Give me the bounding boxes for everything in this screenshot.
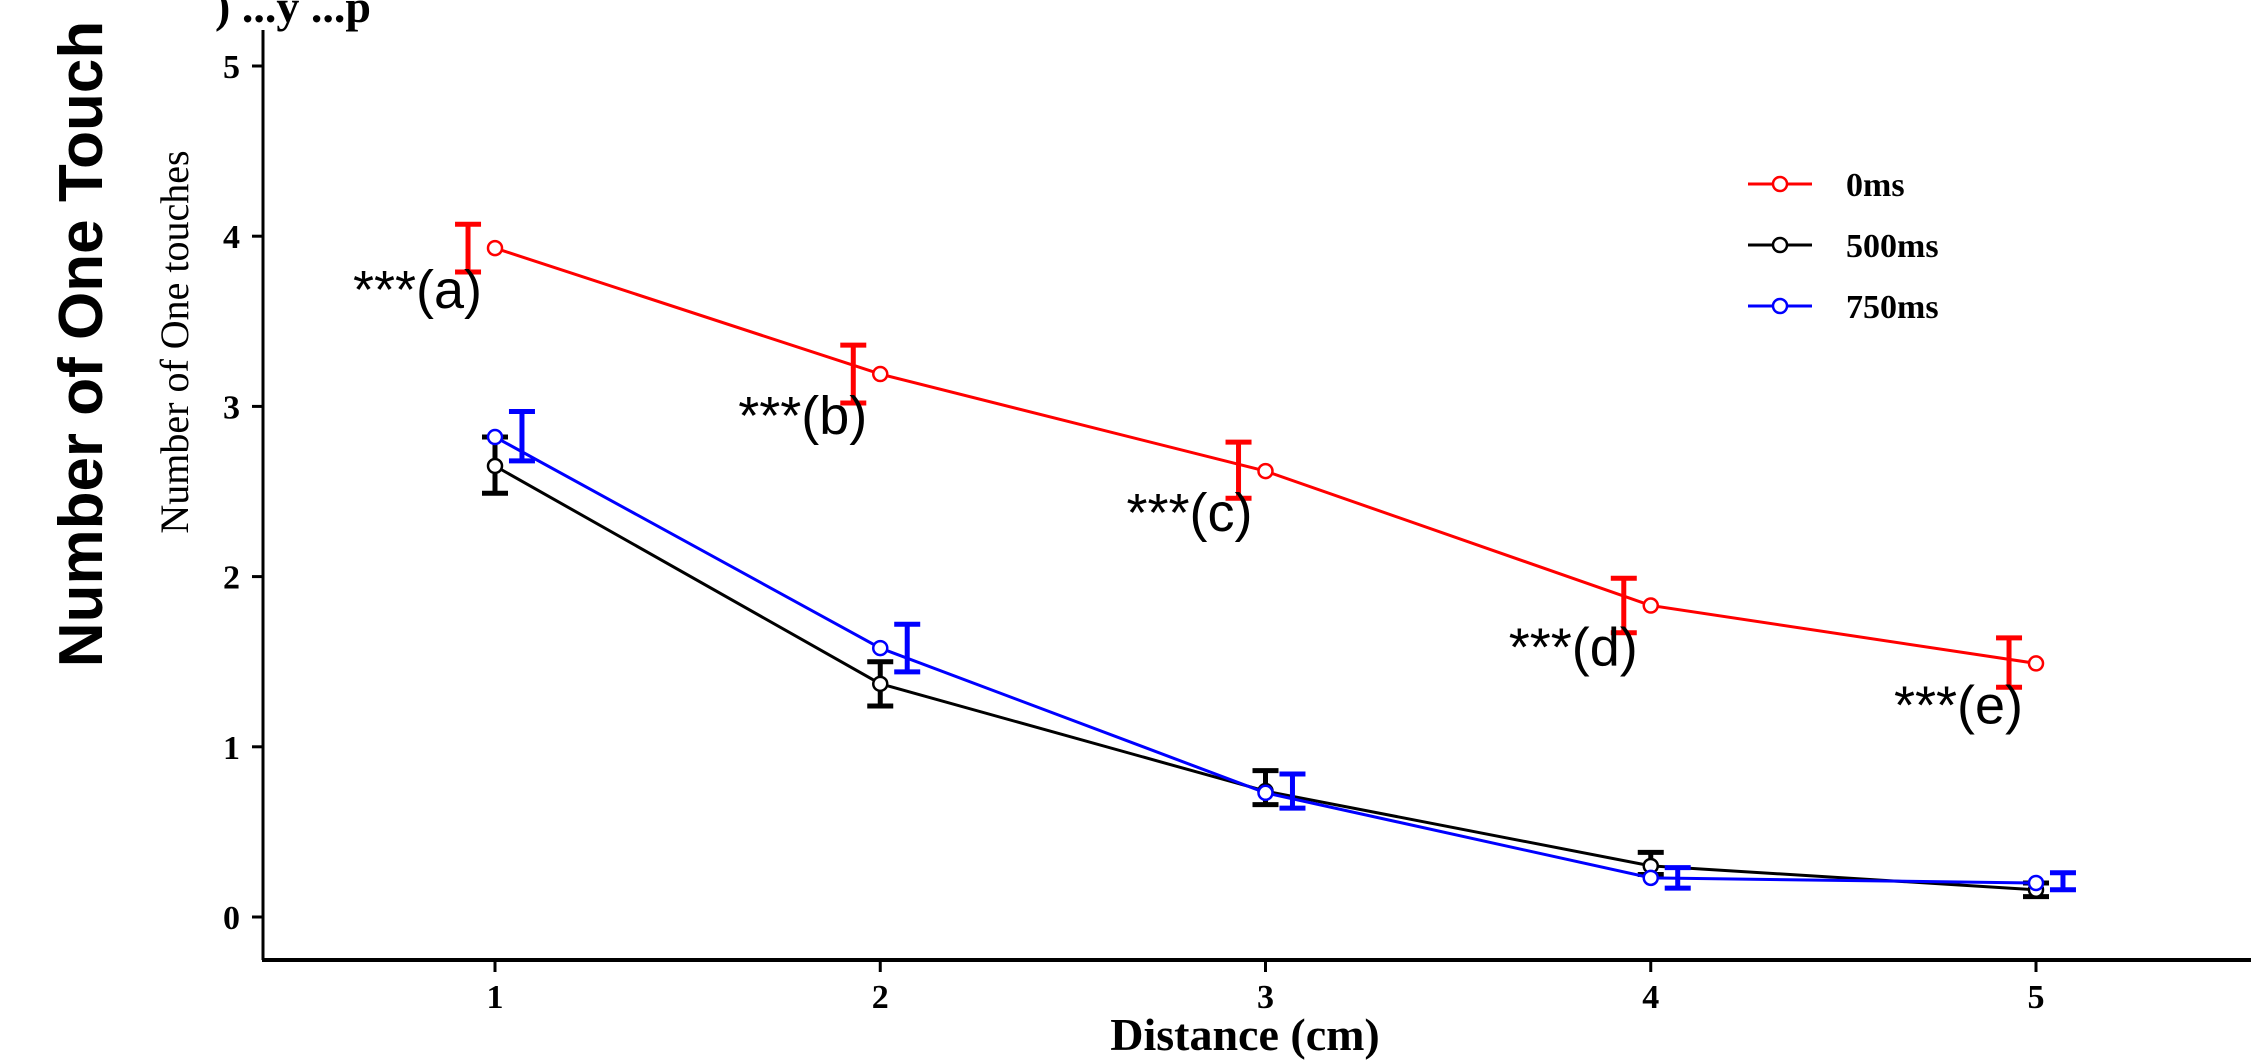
error-bar-0ms xyxy=(455,221,482,275)
series-layer xyxy=(455,221,2076,900)
error-bar-0ms xyxy=(1996,635,2023,690)
y-tick-label: 2 xyxy=(223,560,240,597)
significance-annotation: ***(a) xyxy=(353,260,482,320)
series-line-0ms xyxy=(494,246,2037,665)
data-point-0ms xyxy=(1642,597,1659,614)
significance-annotation: ***(b) xyxy=(738,386,867,446)
legend: 0ms 500ms 750ms xyxy=(1748,167,1939,326)
significance-annotation: ***(d) xyxy=(1509,618,1638,678)
x-ticks: 1 2 3 4 5 xyxy=(487,960,2045,1016)
data-point-750ms xyxy=(2027,874,2045,892)
error-bar-750ms xyxy=(894,621,921,675)
x-tick-label: 5 xyxy=(2028,979,2045,1016)
legend-swatch-point xyxy=(1771,175,1789,193)
data-point-500ms xyxy=(872,675,889,693)
data-point-0ms xyxy=(872,365,889,383)
data-point-750ms xyxy=(1642,869,1659,887)
outer-y-axis-label: Number of One Touch xyxy=(47,21,116,667)
x-tick-label: 2 xyxy=(872,979,889,1016)
data-point-750ms xyxy=(1257,784,1274,802)
x-axis-label: Distance (cm) xyxy=(1110,1009,1380,1060)
error-bar-750ms xyxy=(2049,870,2076,893)
significance-annotation: ***(e) xyxy=(1894,675,2023,735)
legend-swatch-point xyxy=(1771,236,1789,254)
y-tick-label: 3 xyxy=(223,389,240,426)
data-point-0ms xyxy=(486,239,504,257)
legend-item-750ms: 750ms xyxy=(1748,289,1939,326)
data-point-0ms xyxy=(1257,462,1274,480)
series-line-500ms xyxy=(494,464,2037,892)
error-bar-0ms xyxy=(1225,439,1252,501)
series-line-750ms xyxy=(494,435,2037,885)
data-point-750ms xyxy=(486,428,504,446)
data-point-750ms xyxy=(872,639,889,657)
data-point-500ms xyxy=(486,457,504,475)
x-tick-label: 1 xyxy=(487,979,504,1016)
x-tick-label: 3 xyxy=(1257,979,1274,1016)
error-bar-0ms xyxy=(1610,575,1637,636)
y-tick-label: 5 xyxy=(223,49,240,86)
x-tick-label: 4 xyxy=(1642,979,1659,1016)
y-tick-label: 4 xyxy=(223,219,240,256)
legend-item-500ms: 500ms xyxy=(1748,228,1939,265)
annotations-layer: ***(a) ***(b) ***(c) ***(d) ***(e) xyxy=(353,260,2023,735)
chart-title-fragment: ) ...y ...p xyxy=(215,0,371,32)
data-point-0ms xyxy=(2027,655,2045,672)
y-ticks: 0 1 2 3 4 5 xyxy=(223,49,263,937)
legend-label: 500ms xyxy=(1846,228,1939,265)
legend-item-0ms: 0ms xyxy=(1748,167,1905,204)
error-bar-750ms xyxy=(1664,865,1691,891)
error-bar-750ms xyxy=(1279,771,1306,811)
legend-label: 0ms xyxy=(1846,167,1905,204)
significance-annotation: ***(c) xyxy=(1126,483,1252,543)
y-axis-label: Number of One touches xyxy=(152,150,197,533)
error-bar-750ms xyxy=(508,409,535,464)
y-tick-label: 1 xyxy=(223,730,240,767)
legend-swatch-point xyxy=(1771,297,1789,315)
error-bar-0ms xyxy=(840,342,867,406)
legend-label: 750ms xyxy=(1846,289,1939,326)
y-tick-label: 0 xyxy=(223,900,240,937)
